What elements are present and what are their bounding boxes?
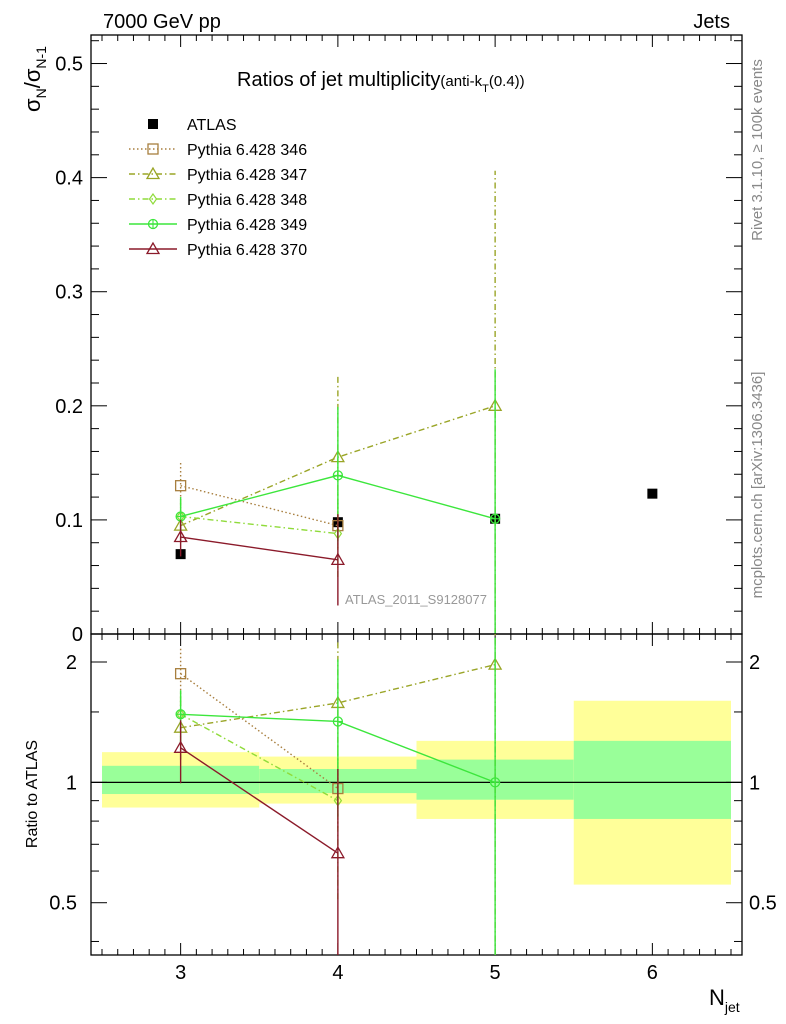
main-point: [647, 488, 658, 499]
ratio-band-green: [573, 740, 731, 819]
main-point: [330, 552, 345, 565]
legend-item: Pythia 6.428 347: [129, 166, 307, 184]
ratio-y-tick-label: 1: [66, 772, 77, 794]
main-series-3: [176, 491, 343, 577]
main-y-tick-label: 0.3: [55, 282, 83, 304]
mcplots-label: mcplots.cern.ch [arXiv:1306.3436]: [749, 372, 766, 599]
legend-item: Pythia 6.428 346: [129, 142, 307, 159]
main-ylabel: σN/σN-1: [20, 46, 49, 112]
legend: ATLAS Pythia 6.428 346 Pythia 6.428 347 Pyt…: [129, 117, 307, 259]
main-point: [174, 480, 187, 492]
xlabel: Njet: [709, 985, 740, 1015]
ratio-series-line: [180, 673, 339, 790]
ratio-point: [332, 716, 344, 727]
x-tick-label: 3: [175, 962, 186, 984]
main-point: [173, 529, 188, 543]
legend-label: Pythia 6.428 349: [187, 217, 307, 234]
ratio-point: [174, 668, 187, 680]
legend-item: ATLAS: [148, 117, 237, 134]
ratio-point: [175, 709, 186, 720]
legend-label: Pythia 6.428 348: [187, 192, 307, 209]
ratio-y-tick-label-right: 2: [749, 652, 760, 674]
legend-marker: [147, 218, 159, 230]
ratio-series-line: [180, 713, 339, 802]
analysis-watermark: ATLAS_2011_S9128077: [345, 592, 487, 607]
rivet-version-label: Rivet 3.1.10, ≥ 100k events: [749, 59, 766, 241]
ratio-point: [330, 845, 345, 859]
ratio-y-tick-label: 2: [66, 652, 77, 674]
header-right: Jets: [693, 11, 730, 33]
x-tick-label: 4: [332, 962, 343, 984]
main-point: [175, 511, 186, 522]
ratio-point: [489, 777, 501, 788]
main-point: [489, 513, 501, 524]
main-y-tick-label: 0.5: [55, 54, 83, 76]
title-suffix-text: (anti-k: [440, 73, 482, 90]
ratio-point: [173, 740, 188, 753]
svg-text:σN/σN-1: σN/σN-1: [20, 46, 49, 112]
ratio-ylabel: Ratio to ATLAS: [24, 740, 41, 848]
main-y-tick-label: 0.1: [55, 510, 83, 532]
main-panel: 0 0.1 0.2 0.3 0.4 0.5: [55, 34, 743, 646]
legend-label: Pythia 6.428 346: [187, 142, 307, 159]
legend-item: Pythia 6.428 370: [129, 241, 307, 259]
legend-marker: [147, 143, 159, 155]
main-series-line: [180, 536, 338, 561]
legend-label: Pythia 6.428 347: [187, 167, 307, 184]
legend-marker: [145, 241, 161, 255]
header-left: 7000 GeV pp: [103, 11, 221, 33]
ratio-y-tick-label-right: 1: [749, 772, 760, 794]
legend-label: Pythia 6.428 370: [187, 242, 307, 259]
legend-item: Pythia 6.428 348: [129, 192, 307, 209]
ratio-panel: 0.5 0.5 1 1 2 2 3 4 5 6: [49, 633, 777, 984]
main-series-5: [173, 514, 345, 606]
ratio-series-line: [180, 747, 339, 854]
legend-item: Pythia 6.428 349: [129, 217, 307, 234]
main-series-line: [180, 515, 338, 535]
title-main-text: Ratios of jet multiplicity: [237, 69, 440, 91]
x-tick-label: 6: [647, 962, 658, 984]
ratio-y-tick-label: 0.5: [49, 893, 77, 915]
title-end-text: (0.4)): [489, 73, 525, 90]
legend-marker: [148, 119, 158, 129]
ratio-y-tick-label-right: 0.5: [749, 893, 777, 915]
main-series-1: [174, 460, 344, 549]
ratio-series-4: [173, 720, 345, 955]
legend-marker: [145, 166, 161, 180]
main-y-tick-label: 0.2: [55, 396, 83, 418]
main-y-tick-label: 0: [72, 624, 83, 646]
main-point: [332, 470, 344, 481]
main-series-line: [180, 484, 339, 527]
legend-marker: [148, 192, 158, 206]
main-y-tick-label: 0.4: [55, 168, 83, 190]
main-title: Ratios of jet multiplicity(anti-kT(0.4)): [237, 69, 525, 95]
legend-label: ATLAS: [187, 117, 237, 134]
x-tick-label: 5: [490, 962, 501, 984]
title-sub-text: T: [482, 83, 489, 95]
